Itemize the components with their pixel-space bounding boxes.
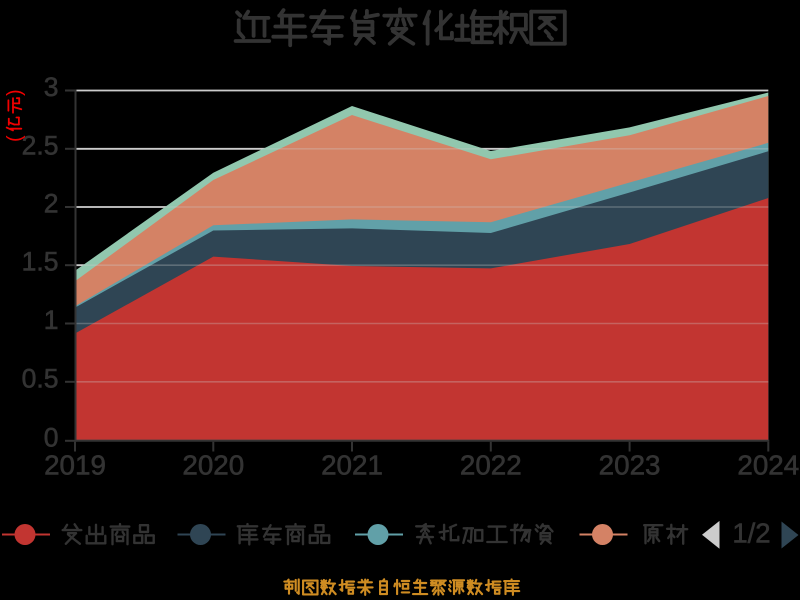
- svg-text:): ): [4, 89, 26, 96]
- svg-text:2022: 2022: [460, 450, 522, 481]
- svg-text:2023: 2023: [599, 450, 661, 481]
- svg-text:2021: 2021: [321, 450, 383, 481]
- svg-text:2020: 2020: [182, 450, 244, 481]
- svg-text:1.5: 1.5: [22, 247, 59, 277]
- svg-text:1: 1: [44, 305, 59, 335]
- svg-text:2024: 2024: [737, 450, 799, 481]
- svg-text:0: 0: [44, 422, 59, 452]
- svg-text:2.5: 2.5: [22, 130, 59, 160]
- svg-text:2: 2: [44, 189, 59, 219]
- svg-text:1/2: 1/2: [732, 518, 770, 549]
- svg-text:2019: 2019: [44, 450, 106, 481]
- svg-text:0.5: 0.5: [22, 363, 59, 393]
- svg-text:(: (: [4, 135, 26, 142]
- svg-text:3: 3: [44, 72, 59, 102]
